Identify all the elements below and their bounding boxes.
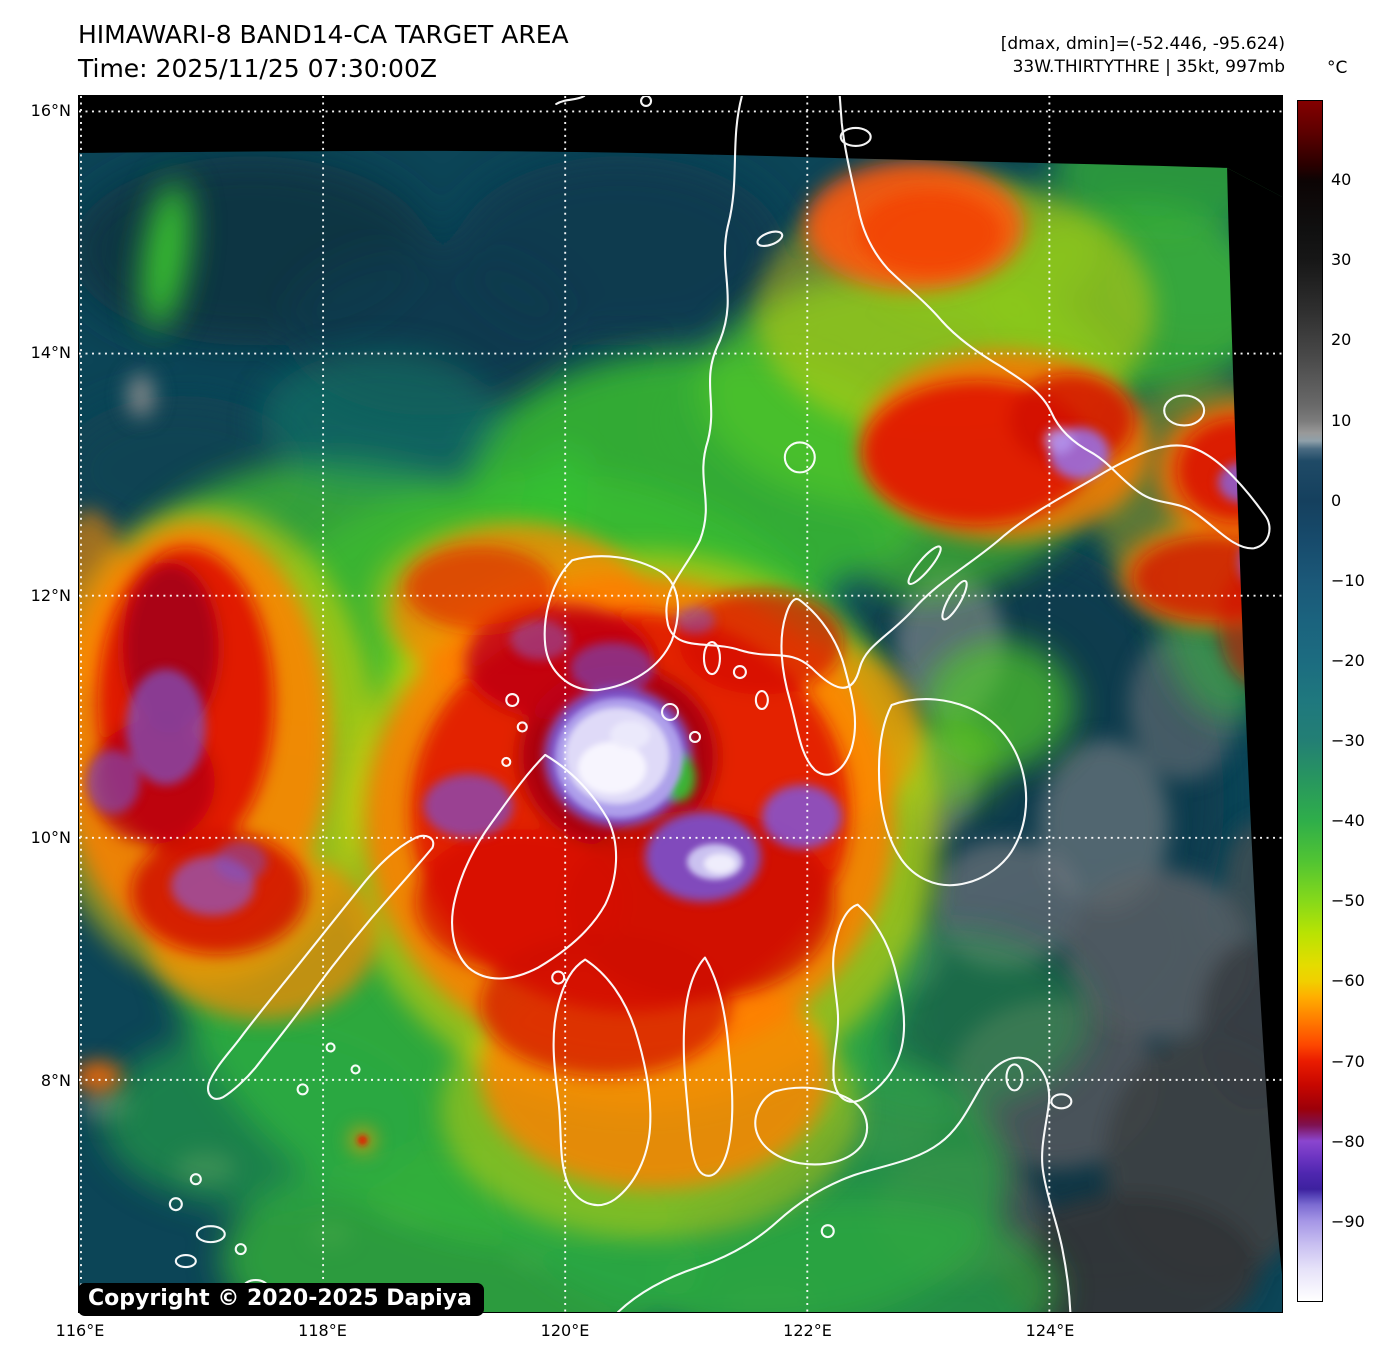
coastline-polillo: [839, 126, 872, 147]
dmax-dmin-annotation: [dmax, dmin]=(-52.446, -95.624): [1000, 34, 1285, 54]
coastline-samar: [877, 698, 1028, 887]
colorbar-unit-label: °C: [1327, 58, 1348, 78]
page-title: HIMAWARI-8 BAND14-CA TARGET AREA: [78, 20, 569, 49]
colorbar-tick: −80: [1331, 1131, 1365, 1151]
colorbar-tick: −40: [1331, 811, 1365, 831]
colorbar-tick-labels: 40 30 20 10 0 −10 −20 −30 −40 −50 −60 −70 −80 −90: [1331, 100, 1389, 1302]
lon-tick: 122°E: [783, 1321, 832, 1340]
colorbar-tick: 20: [1331, 330, 1352, 350]
coastline-masbate: [780, 597, 857, 776]
coastline-panay: [451, 753, 618, 980]
coastline-luzon: [665, 96, 1271, 689]
coastline-cebu: [682, 956, 734, 1177]
coastline-ticao: [941, 579, 968, 621]
coastline-marinduque: [783, 441, 816, 474]
coastline-mindoro: [543, 555, 679, 692]
coastline-lubang: [756, 230, 784, 247]
lat-tick: 12°N: [30, 585, 71, 605]
colorbar-tick: −20: [1331, 650, 1365, 670]
coastline-leyte: [832, 903, 906, 1103]
colorbar-tick: 30: [1331, 250, 1352, 270]
coastlines: [168, 96, 1271, 1312]
lat-tick: 16°N: [30, 100, 71, 120]
storm-core-overcast: [357, 698, 743, 1146]
coastline-burias: [907, 545, 942, 586]
colorbar-tick: −10: [1331, 570, 1365, 590]
copyright-badge: Copyright © 2020-2025 Dapiya: [78, 1283, 484, 1316]
colorbar-tick: −90: [1331, 1211, 1365, 1231]
colorbar-tick: −70: [1331, 1051, 1365, 1071]
coastline-catanduanes: [1163, 394, 1206, 427]
no-data-mask: [79, 96, 1282, 1275]
lon-tick: 124°E: [1025, 1321, 1075, 1340]
satellite-ir-image: [79, 96, 1282, 1312]
colorbar-tick: −30: [1331, 731, 1365, 751]
lon-tick: 118°E: [298, 1321, 347, 1340]
colorbar-gradient-bar: [1297, 100, 1323, 1302]
colorbar-tick: 10: [1331, 410, 1352, 430]
colorbar-tick: −60: [1331, 971, 1365, 991]
colorbar-tick: 0: [1331, 490, 1342, 510]
lat-tick: 8°N: [40, 1070, 71, 1090]
colorbar-tick: 40: [1331, 170, 1352, 190]
lon-tick: 116°E: [55, 1321, 105, 1340]
lon-tick: 120°E: [540, 1321, 590, 1340]
grid-lines: [79, 96, 1282, 1312]
lat-tick: 14°N: [30, 343, 71, 362]
coastline-negros: [552, 958, 652, 1207]
coastline-mindanao: [617, 1056, 1072, 1312]
coastline-palawan: [207, 834, 435, 1100]
page-subtitle-time: Time: 2025/11/25 07:30:00Z: [78, 54, 437, 83]
colorbar-tick: −50: [1331, 891, 1365, 911]
storm-info-annotation: 33W.THIRTYTHRE | 35kt, 997mb: [1012, 57, 1285, 77]
lat-tick: 10°N: [30, 828, 71, 847]
satellite-map-plot: [78, 95, 1283, 1313]
